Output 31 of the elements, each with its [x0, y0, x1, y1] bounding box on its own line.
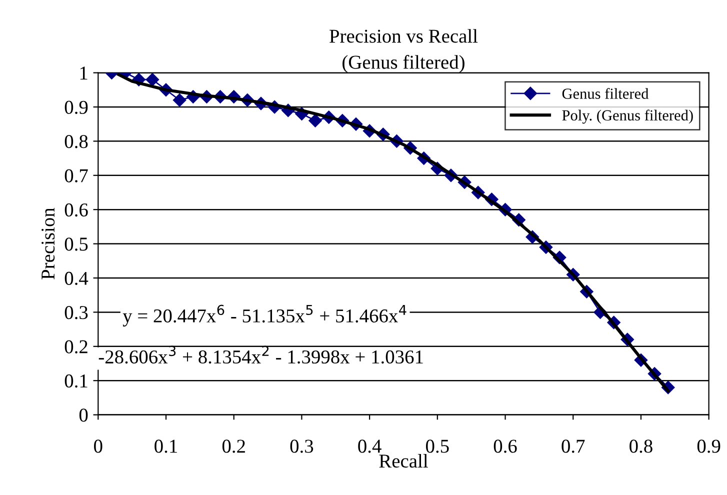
x-tick-label: 0.4 — [358, 440, 382, 453]
y-tick-label: 0.4 — [64, 272, 88, 286]
y-tick-label: 0.7 — [64, 169, 88, 182]
x-tick-label: 0.8 — [630, 440, 652, 453]
legend-label: Genus filtered — [562, 88, 649, 99]
y-tick-label: 0.1 — [64, 374, 88, 388]
x-tick-label: 0.6 — [494, 440, 517, 453]
legend-label: Poly. (Genus filtered) — [562, 110, 693, 124]
x-tick-label: 0.1 — [154, 440, 177, 453]
chart-subtitle: (Genus filtered) — [342, 54, 464, 73]
y-tick-label: 1 — [80, 66, 88, 80]
x-tick-label: 0 — [94, 440, 102, 453]
point — [146, 73, 160, 86]
y-tick-label: 0.9 — [64, 100, 88, 114]
point — [308, 114, 322, 128]
y-tick-label: 0 — [79, 408, 88, 422]
annotation: y = 20.447x$^{6}$ - 51.135x$^{5}$ + 51.466x$^{4}$ — [122, 304, 406, 327]
x-tick-label: 0.5 — [426, 440, 449, 453]
y-tick-label: 0.8 — [64, 134, 88, 148]
point — [172, 94, 186, 107]
x-tick-label: 0.2 — [222, 440, 245, 453]
y-tick-label: 0.3 — [64, 306, 88, 320]
y-tick-label: 0.6 — [64, 203, 88, 217]
x-axis-title: Recall — [379, 454, 428, 468]
chart-title: Precision vs Recall — [330, 29, 478, 43]
y-tick-label: 0.5 — [64, 238, 88, 251]
x-tick-label: 0.7 — [562, 440, 585, 453]
y-axis-title: Precision — [42, 208, 55, 280]
y-tick-label: 0.2 — [64, 340, 88, 354]
x-tick-label: 0.9 — [697, 440, 720, 453]
x-tick-label: 0.3 — [290, 440, 314, 453]
